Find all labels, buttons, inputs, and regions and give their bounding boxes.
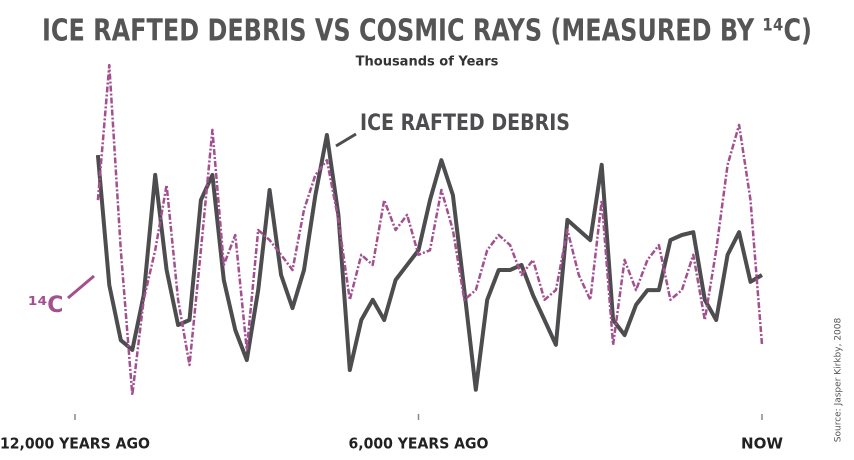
label-connector	[335, 132, 357, 148]
x-tick-label: 6,000 YEARS AGO	[349, 435, 489, 453]
x-tick-label: 12,000 YEARS AGO	[0, 435, 150, 453]
series-line	[96, 63, 764, 397]
x-tick-label: NOW	[741, 435, 783, 453]
series-label: ICE RAFTED DEBRIS	[360, 111, 570, 136]
chart-title: ICE RAFTED DEBRIS VS COSMIC RAYS (MEASUR…	[42, 14, 812, 49]
series-label: ¹⁴C	[28, 293, 63, 318]
source-note: Source: Jasper Kirkby, 2008	[834, 317, 844, 442]
series-line	[95, 133, 764, 392]
chart-subtitle: Thousands of Years	[356, 55, 499, 70]
label-connector	[67, 274, 95, 300]
